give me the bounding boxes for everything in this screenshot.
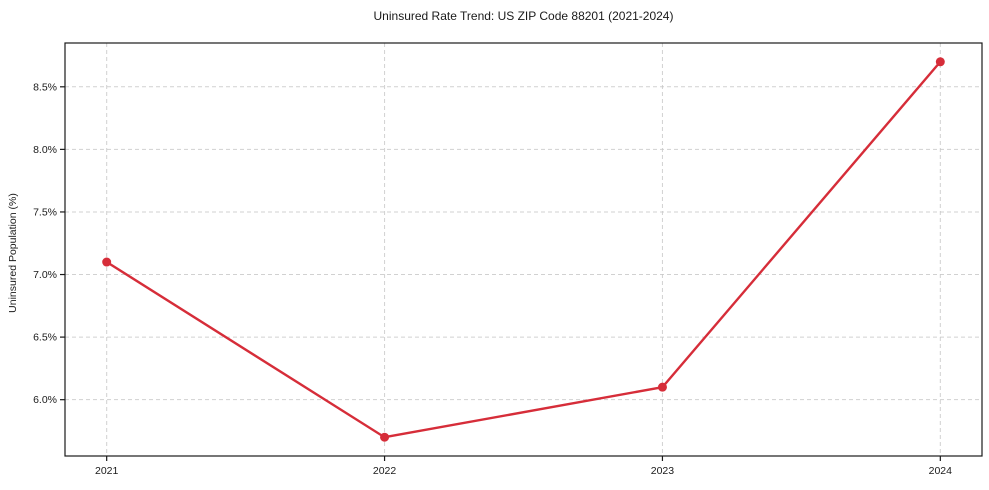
chart-title: Uninsured Rate Trend: US ZIP Code 88201 … [373,9,674,23]
x-tick-label: 2021 [95,465,119,477]
y-tick-label: 6.0% [33,394,57,406]
x-tick-label: 2023 [651,465,675,477]
data-point-marker [380,432,390,442]
x-tick-label: 2022 [373,465,397,477]
y-tick-label: 7.5% [33,206,57,218]
data-point-marker [102,257,112,267]
y-tick-label: 8.0% [33,144,57,156]
y-tick-label: 7.0% [33,269,57,281]
y-tick-label: 6.5% [33,332,57,344]
y-tick-label: 8.5% [33,81,57,93]
plot-border [64,42,983,457]
data-point-marker [657,382,667,392]
trend-line [105,60,942,439]
data-point-marker [935,57,945,67]
x-tick-label: 2024 [929,465,953,477]
